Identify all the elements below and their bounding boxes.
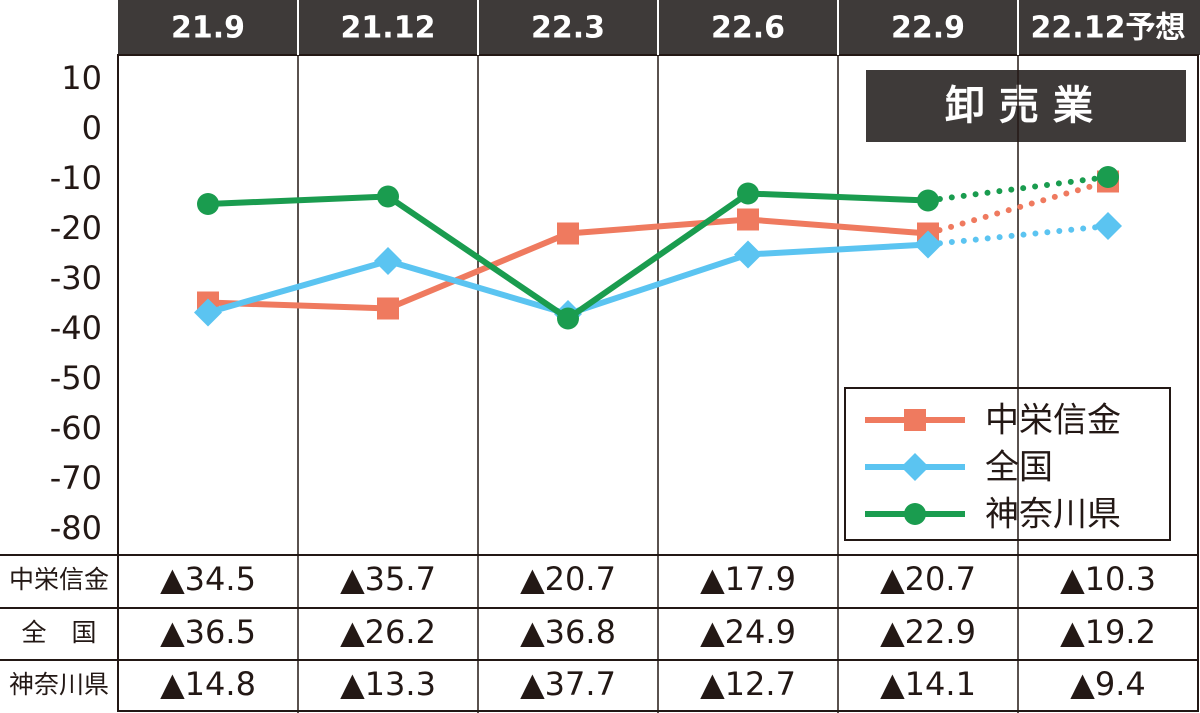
marker [374, 247, 402, 275]
y-tick-label: -60 [50, 409, 102, 447]
table-row-label: 神奈川県 [9, 670, 109, 699]
table-value: ▲24.9 [700, 613, 796, 651]
series-line [207, 190, 929, 322]
table-value: ▲37.7 [520, 665, 616, 703]
y-tick-label: -70 [50, 459, 102, 497]
x-tick-label: 22.3 [531, 11, 605, 46]
marker [904, 409, 926, 431]
marker [914, 230, 942, 259]
marker [901, 453, 929, 481]
forecast-line [925, 178, 1111, 237]
y-tick-label: -30 [50, 259, 102, 297]
chart-title: 卸売業 [945, 83, 1107, 129]
marker [1094, 212, 1122, 240]
y-tick-label: 10 [61, 59, 102, 97]
legend-label: 中栄信金 [985, 401, 1121, 441]
table-value: ▲9.4 [1070, 665, 1146, 703]
marker [377, 185, 399, 208]
table-value: ▲14.8 [160, 665, 256, 703]
marker [1097, 166, 1119, 188]
table-value: ▲10.3 [1060, 560, 1156, 598]
table-value: ▲13.3 [340, 665, 436, 703]
legend-label: 神奈川県 [985, 495, 1121, 535]
x-tick-label: 21.12 [341, 11, 436, 46]
y-tick-label: -20 [50, 209, 102, 247]
x-tick-label: 22.6 [711, 11, 785, 46]
table-value: ▲36.5 [160, 613, 256, 651]
marker [737, 182, 759, 205]
marker [557, 222, 579, 245]
x-tick-label: 21.9 [171, 11, 245, 46]
table-value: ▲19.2 [1060, 613, 1156, 651]
table-row-label: 全 国 [21, 618, 96, 647]
x-tick-label: 22.9 [891, 11, 965, 46]
marker [194, 298, 222, 327]
table-value: ▲26.2 [340, 613, 436, 651]
marker [904, 503, 926, 525]
y-tick-label: 0 [82, 109, 102, 147]
table-value: ▲14.1 [880, 665, 976, 703]
marker [734, 240, 762, 269]
legend-label: 全国 [985, 448, 1053, 488]
table-value: ▲34.5 [160, 560, 256, 598]
table-value: ▲12.7 [700, 665, 796, 703]
y-tick-label: -80 [50, 509, 102, 547]
marker [557, 307, 579, 330]
table-value: ▲20.7 [520, 560, 616, 598]
table-value: ▲22.9 [880, 613, 976, 651]
marker [197, 193, 219, 215]
title-box [866, 70, 1186, 142]
marker [917, 189, 939, 212]
table-row-label: 中栄信金 [9, 565, 109, 594]
table-value: ▲17.9 [700, 560, 796, 598]
y-tick-label: -10 [50, 159, 102, 197]
table-value: ▲20.7 [880, 560, 976, 598]
table-value: ▲35.7 [340, 560, 436, 598]
marker [737, 208, 759, 231]
y-tick-label: -50 [50, 359, 102, 397]
marker [377, 297, 399, 320]
y-tick-label: -40 [50, 309, 102, 347]
table-value: ▲36.8 [520, 613, 616, 651]
x-tick-label: 22.12予想 [1031, 11, 1186, 46]
